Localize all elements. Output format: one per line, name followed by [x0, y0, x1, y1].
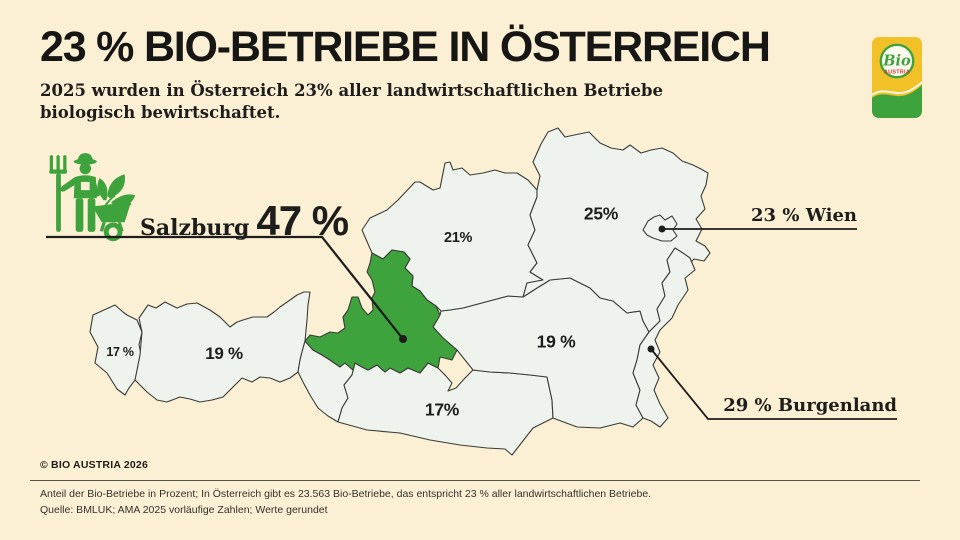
page-subtitle: 2025 wurden in Österreich 23% aller land…: [40, 81, 664, 123]
logo-text-austria: AUSTRIA: [884, 70, 910, 76]
footnote-text: Anteil der Bio-Betriebe in Prozent; In Ö…: [40, 488, 652, 500]
salzburg-callout-line: [46, 235, 404, 340]
source-text: Quelle: BMLUK; AMA 2025 vorläufige Zahle…: [40, 504, 328, 516]
logo-text-bio: Bio: [882, 53, 911, 70]
farmer-wheelbarrow-icon: [49, 153, 136, 242]
region-label-oberoesterreich: 21%: [443, 230, 473, 246]
logo-hill-highlight: [872, 81, 922, 96]
region-vorarlberg-shape: [89, 304, 144, 396]
salzburg-region-value: 47 %: [256, 197, 349, 244]
bio-austria-logo: Bio AUSTRIA: [872, 37, 922, 118]
wien-callout-dot: [658, 225, 666, 233]
region-label-kaernten: 17%: [424, 399, 460, 420]
salzburg-region-name: Salzburg: [140, 215, 250, 241]
burgenland-callout-dot: [647, 345, 655, 353]
region-label-niederoesterreich: 25%: [583, 203, 619, 224]
pitchfork-icon: [49, 155, 68, 232]
austria-map: [89, 127, 711, 456]
region-label-steiermark: 19 %: [536, 331, 576, 352]
farmer-figure: [60, 153, 101, 232]
region-burgenland-shape: [632, 247, 696, 428]
copyright-text: © BIO AUSTRIA 2026: [40, 459, 149, 471]
salzburg-callout-dot: [399, 335, 407, 343]
logo-hill-shape: [872, 85, 922, 118]
salzburg-highlight-label: Salzburg 47 %: [140, 197, 349, 245]
leaves-icon: [97, 174, 136, 208]
burgenland-callout-label: 29 % Burgenland: [723, 395, 897, 416]
logo-circle: [879, 43, 915, 79]
burgenland-callout-line: [650, 348, 897, 420]
page-title: 23 % BIO-BETRIEBE IN ÖSTERREICH: [40, 23, 771, 71]
region-label-tirol: 19 %: [205, 344, 243, 363]
region-tirol-shape: [134, 291, 311, 403]
region-label-vorarlberg: 17 %: [106, 345, 134, 359]
footer-divider: [30, 480, 920, 482]
wien-callout-label: 23 % Wien: [751, 205, 857, 226]
